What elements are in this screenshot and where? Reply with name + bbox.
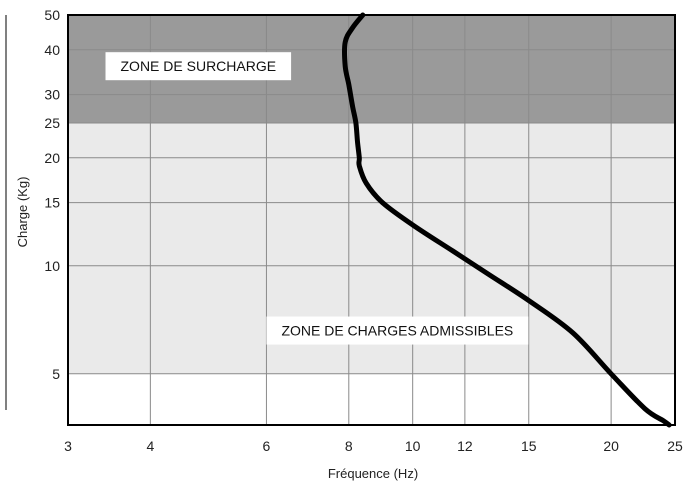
- zone-labels: ZONE DE SURCHARGE ZONE DE CHARGES ADMISSI…: [105, 52, 529, 345]
- series-line-1: [342, 12, 672, 428]
- y-tick-label: 25: [44, 115, 60, 131]
- x-tick-label: 25: [667, 438, 683, 454]
- zone-label-zone-de-surcharge: ZONE DE SURCHARGE: [105, 52, 292, 81]
- plot-frame: [67, 14, 676, 426]
- x-tick-labels: 3 4 6 8 10 12 15 20 25: [64, 438, 683, 454]
- y-tick-label: 30: [44, 87, 60, 103]
- x-tick-label: 10: [405, 438, 421, 454]
- x-axis-label: Fréquence (Hz): [328, 466, 418, 481]
- x-tick-label: 4: [146, 438, 154, 454]
- zone-label-text: ZONE DE SURCHARGE: [121, 58, 277, 74]
- x-tick-label: 8: [345, 438, 353, 454]
- y-axis-label: Charge (Kg): [15, 177, 30, 248]
- x-tick-label: 15: [521, 438, 537, 454]
- y-tick-label: 5: [52, 366, 60, 382]
- zone-label-box: [266, 316, 529, 345]
- zone-label-zone-de-charges-admissibles: ZONE DE CHARGES ADMISSIBLES: [266, 316, 529, 345]
- zone-label-box: [105, 52, 292, 81]
- y-tick-label: 50: [44, 7, 60, 23]
- x-tick-label: 6: [263, 438, 271, 454]
- x-tick-label: 12: [457, 438, 473, 454]
- x-tick-label: 20: [603, 438, 619, 454]
- y-tick-label: 40: [44, 42, 60, 58]
- series-lines: [342, 12, 672, 428]
- y-tick-label: 20: [44, 150, 60, 166]
- y-tick-labels: 5 10 15 20 25 30 40 50: [44, 7, 60, 382]
- y-tick-label: 15: [44, 195, 60, 211]
- y-tick-label: 10: [44, 258, 60, 274]
- zones: [68, 15, 675, 374]
- x-tick-label: 3: [64, 438, 72, 454]
- zone-label-text: ZONE DE CHARGES ADMISSIBLES: [281, 323, 513, 339]
